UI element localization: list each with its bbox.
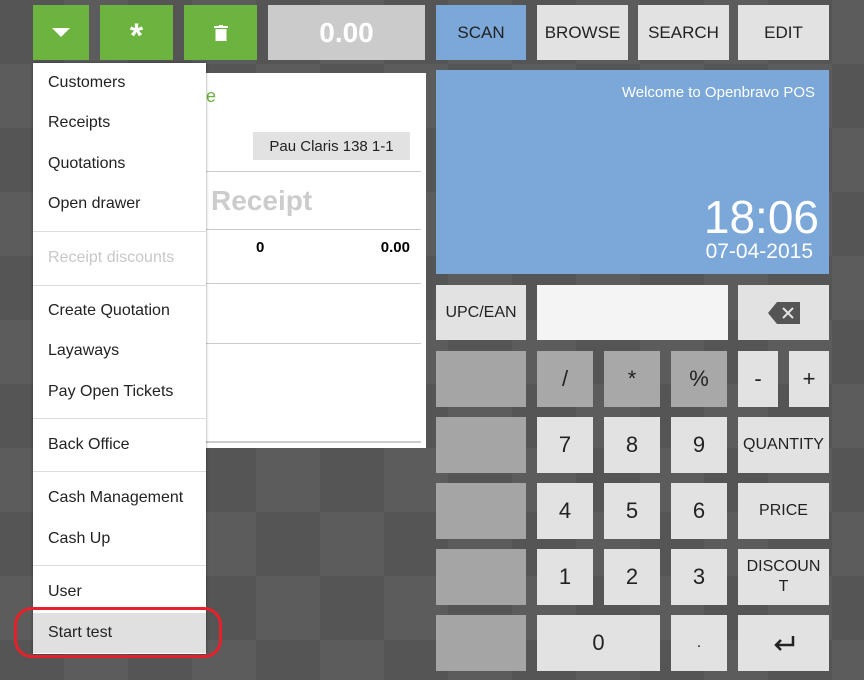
key-3[interactable]: 3 bbox=[671, 549, 727, 605]
menu-item-back-office[interactable]: Back Office bbox=[48, 436, 130, 453]
menu-button[interactable] bbox=[33, 5, 89, 60]
key-decimal[interactable]: . bbox=[671, 615, 727, 671]
new-receipt-button[interactable]: * bbox=[100, 5, 173, 60]
barcode-input[interactable] bbox=[537, 285, 728, 340]
receipt-total: 0.00 bbox=[380, 239, 410, 256]
key-0[interactable]: 0 bbox=[537, 615, 660, 671]
menu-divider bbox=[33, 231, 206, 232]
address-button[interactable]: Pau Claris 138 1-1 bbox=[253, 132, 410, 160]
menu-item-cash-up[interactable]: Cash Up bbox=[48, 530, 111, 547]
key-9[interactable]: 9 bbox=[671, 417, 727, 473]
blank-key[interactable] bbox=[436, 417, 526, 473]
blank-key[interactable] bbox=[436, 483, 526, 539]
discount-button[interactable]: DISCOUNT bbox=[738, 549, 829, 605]
main-menu-dropdown: Customers Receipts Quotations Open drawe… bbox=[33, 63, 206, 654]
menu-item-start-test[interactable]: Start test bbox=[33, 613, 206, 653]
blank-key[interactable] bbox=[436, 615, 526, 671]
menu-item-pay-open-tickets[interactable]: Pay Open Tickets bbox=[48, 383, 174, 400]
key-plus[interactable]: + bbox=[789, 351, 829, 407]
blank-key[interactable] bbox=[436, 351, 526, 407]
welcome-message: Welcome to Openbravo POS bbox=[621, 84, 815, 101]
trash-icon bbox=[213, 24, 228, 41]
menu-item-quotations[interactable]: Quotations bbox=[48, 155, 126, 172]
caret-down-icon bbox=[52, 28, 70, 37]
key-percent[interactable]: % bbox=[671, 351, 727, 407]
menu-item-layaways[interactable]: Layaways bbox=[48, 342, 120, 359]
blank-key[interactable] bbox=[436, 549, 526, 605]
menu-item-open-drawer[interactable]: Open drawer bbox=[48, 195, 141, 212]
tab-scan[interactable]: SCAN bbox=[436, 5, 526, 60]
key-divide[interactable]: / bbox=[537, 351, 593, 407]
menu-item-user[interactable]: User bbox=[48, 583, 82, 600]
clock-time: 18:06 bbox=[703, 191, 819, 243]
enter-button[interactable] bbox=[738, 615, 829, 671]
receipt-title: Receipt bbox=[211, 185, 313, 216]
key-6[interactable]: 6 bbox=[671, 483, 727, 539]
quantity-button[interactable]: QUANTITY bbox=[738, 417, 829, 473]
menu-item-receipt-discounts: Receipt discounts bbox=[48, 249, 175, 266]
key-4[interactable]: 4 bbox=[537, 483, 593, 539]
key-2[interactable]: 2 bbox=[604, 549, 660, 605]
tab-search[interactable]: SEARCH bbox=[638, 5, 729, 60]
menu-item-receipts[interactable]: Receipts bbox=[48, 114, 111, 131]
menu-divider bbox=[33, 565, 206, 566]
menu-divider bbox=[33, 285, 206, 286]
tab-edit[interactable]: EDIT bbox=[738, 5, 829, 60]
receipt-panel bbox=[205, 73, 426, 448]
delete-receipt-button[interactable] bbox=[184, 5, 257, 60]
receipt-qty: 0 bbox=[256, 239, 265, 256]
price-button[interactable]: PRICE bbox=[738, 483, 829, 539]
menu-item-create-quotation[interactable]: Create Quotation bbox=[48, 302, 170, 319]
key-5[interactable]: 5 bbox=[604, 483, 660, 539]
key-7[interactable]: 7 bbox=[537, 417, 593, 473]
key-8[interactable]: 8 bbox=[604, 417, 660, 473]
welcome-panel: Welcome to Openbravo POS 18:06 07-04-201… bbox=[436, 70, 829, 274]
backspace-button[interactable] bbox=[738, 285, 829, 340]
key-1[interactable]: 1 bbox=[537, 549, 593, 605]
key-multiply[interactable]: * bbox=[604, 351, 660, 407]
asterisk-icon: * bbox=[129, 17, 144, 55]
annotation-highlight bbox=[14, 607, 222, 658]
menu-divider bbox=[33, 471, 206, 472]
backspace-icon bbox=[767, 301, 800, 324]
menu-divider bbox=[33, 418, 206, 419]
total-display[interactable]: 0.00 bbox=[268, 5, 425, 60]
enter-icon bbox=[773, 636, 794, 651]
tab-browse[interactable]: BROWSE bbox=[537, 5, 628, 60]
upc-ean-button[interactable]: UPC/EAN bbox=[436, 285, 526, 340]
key-minus[interactable]: - bbox=[738, 351, 778, 407]
menu-item-customers[interactable]: Customers bbox=[48, 74, 126, 91]
clock-date: 07-04-2015 bbox=[705, 240, 813, 263]
menu-item-cash-management[interactable]: Cash Management bbox=[48, 489, 184, 506]
customer-name-partial[interactable]: e bbox=[206, 86, 217, 106]
